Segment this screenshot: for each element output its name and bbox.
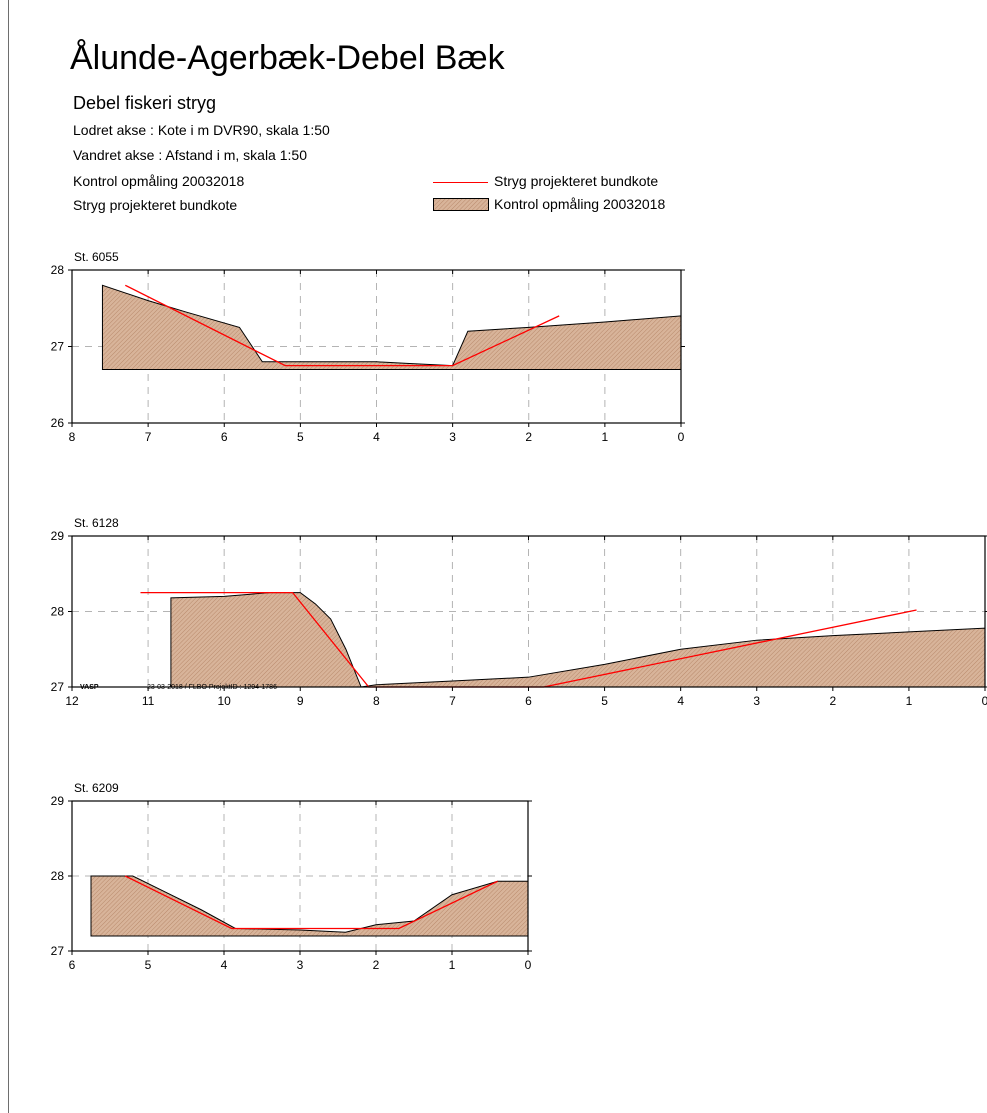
y-tick-label: 28	[51, 263, 65, 277]
x-tick-label: 6	[525, 694, 532, 708]
x-tick-label: 4	[677, 694, 684, 708]
x-tick-label: 9	[297, 694, 304, 708]
x-tick-label: 0	[678, 430, 685, 444]
y-tick-label: 27	[51, 944, 65, 958]
x-tick-label: 2	[525, 430, 532, 444]
survey-profile-area	[101, 284, 682, 370]
design-bed-line	[124, 284, 560, 367]
y-tick-label: 27	[51, 340, 65, 354]
design-note: Stryg projekteret bundkote	[73, 197, 238, 213]
x-tick-label: 8	[373, 694, 380, 708]
vertical-axis-note: Lodret akse : Kote i m DVR90, skala 1:50	[73, 122, 330, 138]
chart-title: St. 6209	[74, 781, 119, 795]
y-tick-label: 27	[51, 680, 65, 694]
x-tick-label: 1	[449, 958, 456, 972]
horizontal-axis-note: Vandret akse : Afstand i m, skala 1:50	[73, 147, 307, 163]
chart-title: St. 6128	[74, 516, 119, 530]
x-tick-label: 2	[829, 694, 836, 708]
survey-profile-area	[170, 592, 986, 688]
survey-profile-area	[90, 875, 529, 937]
footer-details: 23-03-2018 / FLBO ProjektID : 1294-1786	[147, 684, 277, 691]
page-title: Ålunde-Agerbæk-Debel Bæk	[70, 39, 505, 77]
x-tick-label: 1	[602, 430, 609, 444]
survey-note: Kontrol opmåling 20032018	[73, 173, 245, 189]
x-tick-label: 0	[982, 694, 987, 708]
footer-company: VASP	[80, 684, 99, 691]
x-tick-label: 3	[449, 430, 456, 444]
x-tick-label: 6	[221, 430, 228, 444]
y-tick-label: 29	[51, 794, 65, 808]
x-tick-label: 1	[906, 694, 913, 708]
x-tick-label: 7	[449, 694, 456, 708]
x-tick-label: 7	[145, 430, 152, 444]
y-tick-label: 26	[51, 416, 65, 430]
x-tick-label: 5	[601, 694, 608, 708]
legend-survey-label: Kontrol opmåling 20032018	[494, 196, 666, 212]
x-tick-label: 4	[221, 958, 228, 972]
x-tick-label: 11	[142, 694, 155, 708]
page-subtitle: Debel fiskeri stryg	[73, 93, 217, 113]
x-tick-label: 3	[753, 694, 760, 708]
x-tick-label: 12	[65, 694, 79, 708]
chart-title: St. 6055	[74, 250, 119, 264]
y-tick-label: 29	[51, 529, 65, 543]
y-tick-label: 28	[51, 605, 65, 619]
x-tick-label: 5	[145, 958, 152, 972]
design-bed-line	[124, 875, 498, 930]
x-tick-label: 3	[297, 958, 304, 972]
legend-design-label: Stryg projekteret bundkote	[494, 173, 659, 189]
page-left-border	[8, 0, 9, 1113]
x-tick-label: 10	[217, 694, 231, 708]
x-tick-label: 8	[69, 430, 76, 444]
legend-survey-swatch	[433, 198, 489, 211]
x-tick-label: 5	[297, 430, 304, 444]
x-tick-label: 6	[69, 958, 76, 972]
x-tick-label: 0	[525, 958, 532, 972]
x-tick-label: 2	[373, 958, 380, 972]
x-tick-label: 4	[373, 430, 380, 444]
legend-design-line-swatch	[433, 182, 488, 183]
y-tick-label: 28	[51, 869, 65, 883]
